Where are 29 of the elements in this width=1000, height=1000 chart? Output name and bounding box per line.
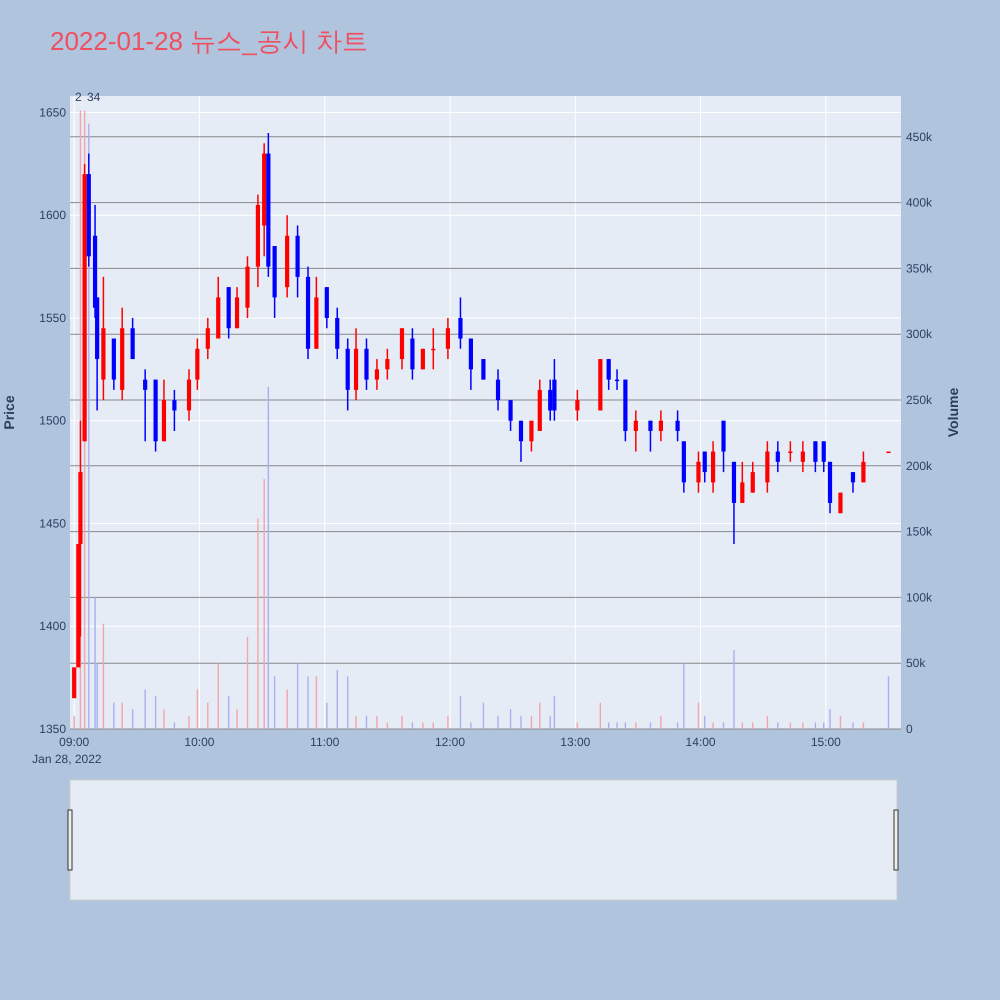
y-tick-label: 1650: [39, 105, 66, 120]
annotation: 34: [87, 90, 101, 104]
y-tick-label: 1500: [39, 414, 66, 428]
y2-tick-label: 200k: [906, 458, 934, 473]
y-tick-label: 1550: [39, 310, 66, 325]
y2-tick-label: 300k: [906, 327, 934, 342]
y-tick-label: 1400: [39, 619, 66, 634]
y2-tick-label: 0: [906, 722, 913, 736]
x-tick-label: 09:00 Jan 28, 2022: [32, 735, 102, 766]
x-tick-label: 11:00: [310, 735, 340, 749]
y2-tick-label: 250k: [906, 393, 934, 407]
y2-tick-label: 100k: [906, 590, 934, 604]
x-tick-label: 12:00: [434, 735, 466, 749]
y2-axis-title: Volume: [945, 388, 961, 438]
y2-tick-label: 150k: [906, 524, 934, 539]
chart-title: 2022-01-28 뉴스_공시 차트: [50, 26, 368, 56]
y2-tick-label: 350k: [906, 261, 934, 276]
x-tick-label: 10:00: [184, 735, 215, 749]
y-tick-label: 1350: [39, 722, 66, 736]
y-axis-title: Price: [1, 395, 17, 430]
y-tick-label: 1600: [39, 208, 66, 222]
y2-tick-label: 450k: [906, 130, 934, 144]
x-tick-label: 15:00: [810, 735, 842, 749]
annotation: 2: [75, 90, 82, 104]
y2-tick-label: 400k: [906, 196, 934, 210]
x-tick-label: 13:00: [560, 735, 591, 749]
y2-tick-label: 50k: [906, 656, 926, 670]
y-tick-label: 1450: [39, 516, 66, 530]
x-tick-label: 14:00: [686, 735, 716, 749]
